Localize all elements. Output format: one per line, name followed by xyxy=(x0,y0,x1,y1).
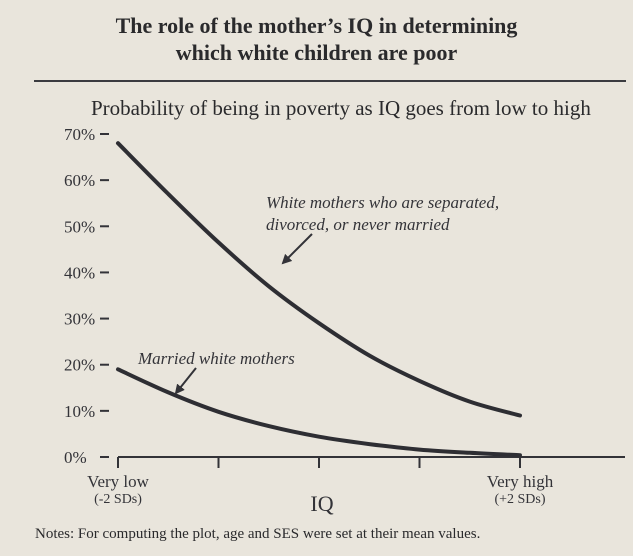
chart-notes: Notes: For computing the plot, age and S… xyxy=(35,526,481,542)
chart-axes: IQ xyxy=(118,456,625,516)
x-axis-title: IQ xyxy=(310,491,333,516)
unmarried-mothers-label-line-2: divorced, or never married xyxy=(266,215,450,234)
chart-title-line-2: which white children are poor xyxy=(175,40,458,65)
y-tick-label: 40% xyxy=(64,263,95,282)
chart-subtitle: Probability of being in poverty as IQ go… xyxy=(91,96,591,120)
x-tick-label: Very low xyxy=(87,472,150,491)
married-mothers-line xyxy=(116,367,522,458)
married-mothers-arrow xyxy=(174,367,197,395)
chart-annotations: White mothers who are separated, divorced… xyxy=(137,193,499,395)
unmarried-mothers-arrow xyxy=(281,233,313,265)
y-tick-label: 70% xyxy=(64,125,95,144)
y-tick-label: 30% xyxy=(64,310,95,329)
x-tick-sublabel: (+2 SDs) xyxy=(494,492,545,507)
chart-ticks: 0% 10% 20% 30% 40% 50% 60% 70% Very low(-2 SDs) V… xyxy=(64,125,554,507)
y-tick-label: 0% xyxy=(64,448,87,467)
x-tick-label: Very high xyxy=(487,472,554,491)
chart-series xyxy=(116,141,522,458)
chart-title-line-1: The role of the mother’s IQ in determini… xyxy=(115,13,518,38)
unmarried-mothers-label-line-1: White mothers who are separated, xyxy=(266,193,499,212)
y-tick-label: 50% xyxy=(64,217,95,236)
y-tick-label: 10% xyxy=(64,402,95,421)
x-tick-sublabel: (-2 SDs) xyxy=(94,492,142,507)
title-rule xyxy=(34,80,626,82)
y-tick-label: 20% xyxy=(64,356,95,375)
unmarried-mothers-line xyxy=(116,141,522,418)
y-tick-label: 60% xyxy=(64,171,95,190)
married-mothers-label: Married white mothers xyxy=(137,349,295,368)
